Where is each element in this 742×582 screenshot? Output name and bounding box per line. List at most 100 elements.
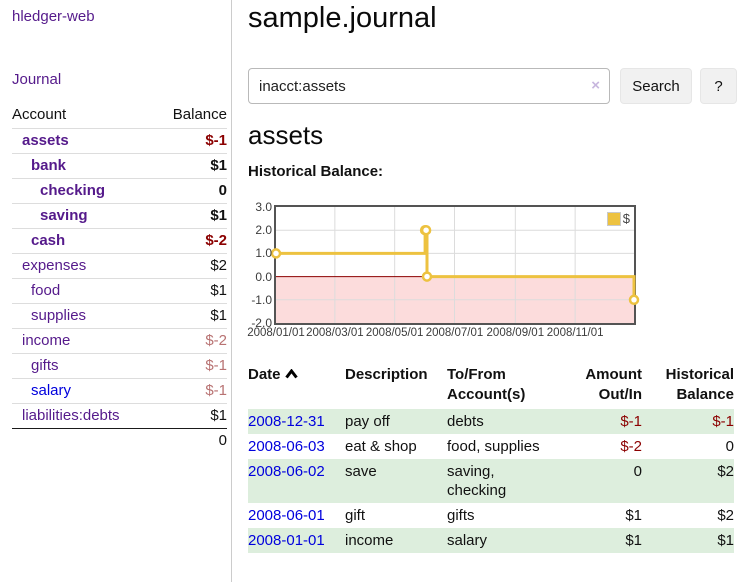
- amount-cell: $1: [625, 532, 642, 549]
- register-row: 2008-06-02 save saving, checking 0 $2: [248, 459, 734, 503]
- account-tree: assets $-1 bank $1 checking 0 saving $1 cash $-2 e…: [12, 128, 227, 428]
- account-row: salary $-1: [12, 378, 227, 403]
- account-balance: $1: [210, 207, 227, 224]
- clear-search-icon[interactable]: ×: [591, 77, 600, 94]
- sort-ascending-icon: [284, 368, 298, 379]
- description-cell: gift: [345, 507, 366, 524]
- description-cell: pay off: [345, 413, 390, 430]
- account-link-cash[interactable]: cash: [31, 232, 66, 249]
- data-point-marker: [421, 271, 433, 282]
- search-form: × Search ?: [248, 68, 737, 104]
- accounts-cell: salary: [447, 532, 488, 549]
- x-axis-tick-label: 2008/07/01: [425, 327, 484, 339]
- balance-cell: $2: [717, 463, 734, 480]
- date-cell: 2008-01-01: [248, 528, 345, 553]
- x-axis-tick-label: 2008/03/01: [306, 327, 364, 339]
- x-axis-tick-label: 2008/01/01: [247, 327, 305, 339]
- account-balance-table: Account Balance assets $-1 bank $1 checking 0…: [12, 102, 227, 453]
- accounts-cell: food, supplies: [447, 438, 540, 455]
- column-header-to-from-account-s-: To/From Account(s): [447, 366, 526, 403]
- date-link[interactable]: 2008-12-31: [248, 413, 325, 430]
- account-link-supplies[interactable]: supplies: [31, 307, 87, 324]
- register-row: 2008-12-31 pay off debts $-1 $-1: [248, 409, 734, 434]
- register-row: 2008-06-03 eat & shop food, supplies $-2 0: [248, 434, 734, 459]
- account-link-gifts[interactable]: gifts: [31, 357, 59, 374]
- chart-plot-area[interactable]: $: [270, 205, 640, 325]
- column-header-historical-balance: Historical Balance: [665, 366, 734, 403]
- account-balance: $1: [210, 157, 227, 174]
- y-axis-tick-label: 3.0: [255, 200, 272, 214]
- date-link[interactable]: 2008-06-03: [248, 438, 325, 455]
- amount-cell: $-1: [620, 413, 642, 430]
- account-table-header: Account Balance: [12, 102, 227, 128]
- account-balance: $-2: [205, 332, 227, 349]
- search-button[interactable]: Search: [620, 68, 692, 104]
- date-cell: 2008-06-03: [248, 434, 345, 459]
- account-row: liabilities:debts $1: [12, 403, 227, 428]
- x-axis-tick-label: 2008/11/01: [546, 327, 604, 339]
- account-balance: $1: [210, 307, 227, 324]
- data-point-marker: [628, 294, 640, 306]
- account-link-expenses[interactable]: expenses: [22, 257, 87, 274]
- legend-label: $: [622, 211, 630, 226]
- x-axis-tick-label: 2008/05/01: [365, 327, 424, 339]
- account-link-bank[interactable]: bank: [31, 157, 67, 174]
- account-link-salary[interactable]: salary: [31, 382, 72, 399]
- account-row: checking 0: [12, 178, 227, 203]
- search-input[interactable]: [248, 68, 610, 104]
- column-header-amount-out-in: Amount Out/In: [585, 366, 642, 403]
- account-link-income[interactable]: income: [22, 332, 71, 349]
- main-content: sample.journal × Search ? assets Histori…: [247, 0, 742, 582]
- column-header-date: Date: [248, 363, 345, 409]
- account-column-header: Account: [12, 106, 67, 123]
- accounts-cell: saving, checking: [447, 463, 507, 499]
- date-link[interactable]: 2008-01-01: [248, 532, 325, 549]
- date-cell: 2008-06-02: [248, 459, 345, 503]
- account-balance: $-1: [205, 382, 227, 399]
- balance-cell: $-1: [712, 413, 734, 430]
- register-body: 2008-12-31 pay off debts $-1 $-1 2008-06-03 ea…: [248, 409, 734, 553]
- app-title-link[interactable]: hledger-web: [12, 8, 95, 25]
- amount-cell: 0: [633, 463, 642, 480]
- data-point-marker: [420, 224, 432, 236]
- account-balance: $-2: [205, 232, 227, 249]
- x-axis-tick-label: 2008/09/01: [486, 327, 545, 339]
- account-row: saving $1: [12, 203, 227, 228]
- date-link[interactable]: 2008-06-02: [248, 463, 325, 480]
- chart-label: Historical Balance:: [248, 163, 384, 180]
- account-row: cash $-2: [12, 228, 227, 253]
- y-axis-tick-label: 0.0: [255, 269, 272, 284]
- y-axis-tick-label: -1.0: [251, 292, 272, 307]
- account-balance: $1: [210, 407, 227, 424]
- account-balance: $1: [210, 282, 227, 299]
- legend-swatch-icon: [606, 211, 621, 226]
- account-heading: assets: [248, 120, 324, 150]
- account-link-liabilities-debts[interactable]: liabilities:debts: [22, 407, 120, 424]
- sidebar-item-journal[interactable]: Journal: [12, 71, 62, 88]
- description-cell: eat & shop: [345, 438, 417, 455]
- amount-cell: $-2: [620, 438, 642, 455]
- account-balance: $-1: [205, 132, 227, 149]
- balance-cell: $2: [717, 507, 734, 524]
- account-link-assets[interactable]: assets: [22, 132, 69, 149]
- account-balance: $-1: [205, 357, 227, 374]
- total-balance-value: 0: [218, 432, 227, 449]
- description-cell: income: [345, 532, 394, 549]
- chart-legend: $: [605, 210, 631, 227]
- register-header-row: Date Description To/From Account(s) Amount …: [248, 363, 734, 409]
- account-row: supplies $1: [12, 303, 227, 328]
- column-header-description: Description: [345, 366, 428, 383]
- balance-column-header: Balance: [172, 106, 227, 123]
- account-link-checking[interactable]: checking: [40, 182, 106, 199]
- account-link-food[interactable]: food: [31, 282, 61, 299]
- account-link-saving[interactable]: saving: [40, 207, 88, 224]
- date-link[interactable]: 2008-06-01: [248, 507, 325, 524]
- y-axis-tick-label: -2.0: [251, 316, 272, 330]
- amount-cell: $1: [625, 507, 642, 524]
- account-row: expenses $2: [12, 253, 227, 278]
- account-row: assets $-1: [12, 128, 227, 153]
- help-button[interactable]: ?: [700, 68, 737, 104]
- account-row: food $1: [12, 278, 227, 303]
- balance-cell: 0: [725, 438, 734, 455]
- balance-cell: $1: [717, 532, 734, 549]
